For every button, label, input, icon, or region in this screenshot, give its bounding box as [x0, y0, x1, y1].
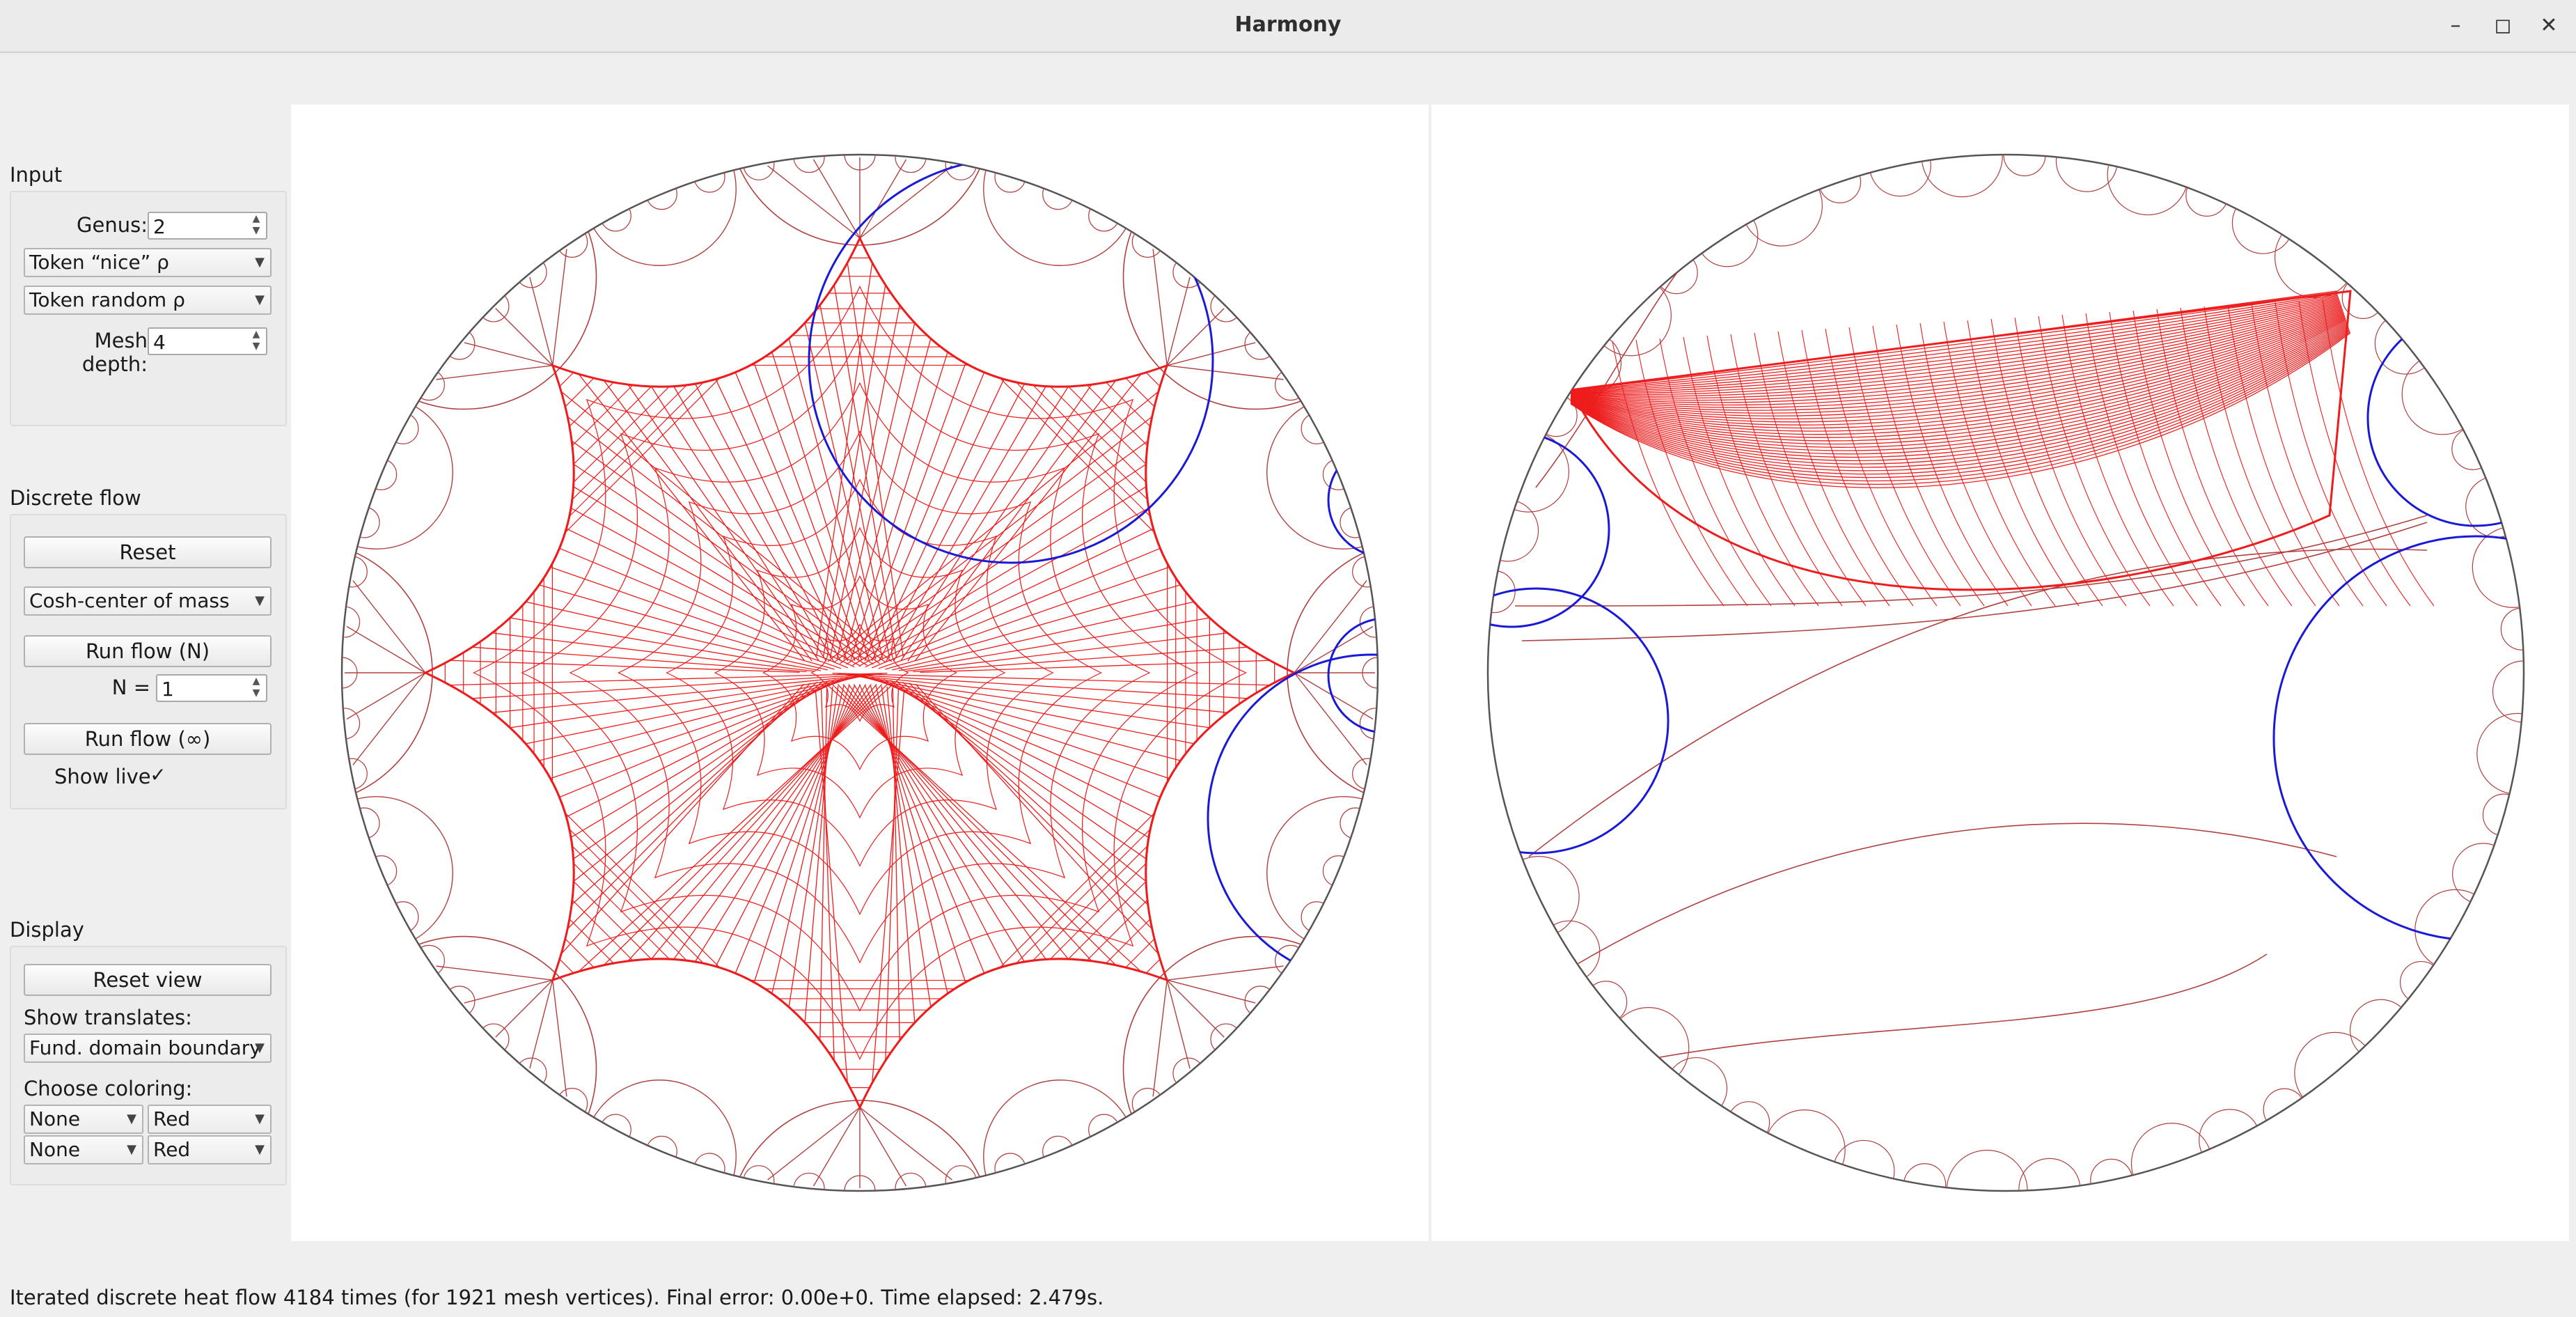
rho-random-select[interactable]: Token random ρ ▼: [24, 286, 272, 315]
translates-value: Fund. domain boundary: [29, 1036, 261, 1059]
n-value: 1: [162, 678, 174, 701]
genus-label: Genus:: [77, 213, 148, 237]
chevron-down-icon: ▼: [255, 1041, 265, 1055]
close-icon[interactable]: ✕: [2540, 13, 2558, 38]
mesh-depth-spinbox[interactable]: 4 ▲ ▼: [148, 327, 267, 355]
chevron-down-icon: ▼: [255, 293, 265, 307]
coloring-b2-select[interactable]: Red ▼: [148, 1135, 272, 1164]
disk-boundary: [340, 153, 1379, 1192]
chevron-down-icon: ▼: [127, 1142, 136, 1157]
harmonic-map-canvas[interactable]: [1431, 104, 2569, 1241]
title-bar: Harmony – ◻ ✕: [0, 0, 2576, 53]
minimize-icon[interactable]: –: [2450, 13, 2461, 38]
maximize-icon[interactable]: ◻: [2494, 13, 2512, 38]
coloring-b1-select[interactable]: Red ▼: [148, 1105, 272, 1134]
coloring-a1-select[interactable]: None ▼: [24, 1105, 143, 1134]
spin-arrows-icon[interactable]: ▲ ▼: [252, 329, 260, 352]
window-title: Harmony: [1234, 13, 1342, 37]
coloring-a2-value: None: [29, 1138, 81, 1161]
spin-arrows-icon[interactable]: ▲ ▼: [252, 213, 260, 236]
spin-arrows-icon[interactable]: ▲ ▼: [252, 676, 260, 699]
mesh-depth-label: Mesh depth:: [81, 329, 148, 376]
mesh-depth-value: 4: [153, 331, 166, 354]
flow-section-label: Discrete flow: [10, 486, 141, 510]
rho-random-value: Token random ρ: [29, 288, 185, 311]
domain-view-canvas[interactable]: [291, 104, 1429, 1241]
chevron-down-icon: ▼: [255, 255, 265, 270]
flow-group: Reset Cosh-center of mass ▼ Run flow (N) …: [10, 514, 287, 809]
harmonic-map-mesh: [1569, 290, 2435, 607]
chevron-down-icon: ▼: [255, 1142, 265, 1157]
chevron-down-icon: ▼: [255, 593, 265, 608]
show-live-checkbox[interactable]: ✓: [150, 763, 166, 786]
chevron-down-icon: ▼: [255, 1112, 265, 1126]
translates-select[interactable]: Fund. domain boundary ▼: [24, 1034, 272, 1063]
display-section-label: Display: [10, 918, 84, 942]
run-flow-n-button[interactable]: Run flow (N): [24, 635, 272, 667]
n-spinbox[interactable]: 1 ▲ ▼: [156, 674, 267, 702]
coloring-a1-value: None: [29, 1107, 81, 1130]
input-section-label: Input: [10, 163, 63, 187]
coloring-b2-value: Red: [153, 1138, 191, 1161]
control-panel: Input Genus: 2 ▲ ▼ Token “nice” ρ ▼ Token …: [0, 52, 291, 1263]
image-translates: [1488, 155, 2524, 1191]
run-flow-inf-button[interactable]: Run flow (∞): [24, 723, 272, 755]
coloring-label: Choose coloring:: [24, 1077, 193, 1100]
flow-method-value: Cosh-center of mass: [29, 589, 230, 612]
domain-translates: [342, 155, 1378, 1191]
coloring-a2-select[interactable]: None ▼: [24, 1135, 143, 1164]
genus-value: 2: [153, 215, 166, 238]
fundamental-domain-mesh: [423, 235, 1297, 1110]
display-group: Reset view Show translates: Fund. domain…: [10, 946, 287, 1185]
rho-nice-value: Token “nice” ρ: [29, 251, 169, 274]
translates-label: Show translates:: [24, 1006, 192, 1029]
disk-boundary: [1486, 153, 2525, 1192]
genus-spinbox[interactable]: 2 ▲ ▼: [148, 212, 267, 240]
chevron-down-icon: ▼: [127, 1112, 136, 1126]
coloring-b1-value: Red: [153, 1107, 191, 1130]
status-message: Iterated discrete heat flow 4184 times (…: [10, 1286, 1104, 1309]
rho-nice-select[interactable]: Token “nice” ρ ▼: [24, 248, 272, 277]
reset-view-button[interactable]: Reset view: [24, 964, 272, 996]
input-group: Genus: 2 ▲ ▼ Token “nice” ρ ▼ Token random…: [10, 191, 287, 426]
reset-button[interactable]: Reset: [24, 536, 272, 568]
flow-method-select[interactable]: Cosh-center of mass ▼: [24, 586, 272, 616]
n-label: N =: [111, 676, 150, 699]
show-live-label: Show live: [54, 765, 151, 788]
